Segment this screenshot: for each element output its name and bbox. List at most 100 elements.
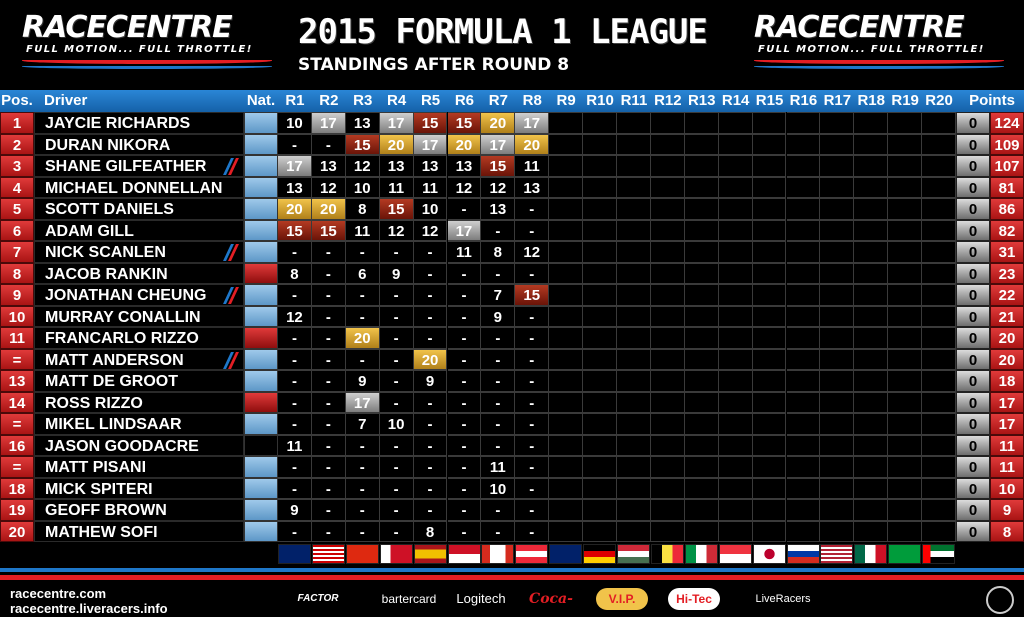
round-result-cell xyxy=(854,241,889,263)
position-cell: 3 xyxy=(0,155,34,177)
round-result-cell: - xyxy=(447,305,482,327)
nationality-cell xyxy=(244,155,278,177)
round-result-cell xyxy=(752,499,787,521)
nationality-cell xyxy=(244,499,278,521)
col-round-18: R18 xyxy=(857,92,885,109)
round-result-cell xyxy=(854,262,889,284)
round-result-cell xyxy=(583,327,617,349)
round-result-cell xyxy=(718,241,753,263)
total-points-cell: 9 xyxy=(990,499,1024,521)
round-result-cell xyxy=(922,284,956,306)
round-result-cell xyxy=(752,348,787,370)
round-result-cell xyxy=(583,391,617,413)
round-result-cell xyxy=(786,241,821,263)
round-result-cell: - xyxy=(481,499,516,521)
round-result-cell xyxy=(583,348,617,370)
round-result-cell xyxy=(752,262,787,284)
round-result-cell xyxy=(786,219,821,241)
round-result-cell: 17 xyxy=(481,133,516,155)
round-result-cell xyxy=(650,305,685,327)
total-points-cell: 11 xyxy=(990,434,1024,456)
dropped-points-cell: 0 xyxy=(956,112,990,134)
round-result-cell xyxy=(650,370,685,392)
round-result-cell xyxy=(684,155,719,177)
round-result-cell xyxy=(617,305,651,327)
position-cell: 2 xyxy=(0,133,34,155)
round-result-cell xyxy=(786,284,821,306)
round-result-cell xyxy=(617,434,651,456)
round-result-cell xyxy=(549,456,584,478)
flag-austria-icon xyxy=(515,544,549,564)
round-result-cell: - xyxy=(515,391,550,413)
round-result-cell xyxy=(650,477,685,499)
round-result-cell xyxy=(718,133,753,155)
dropped-points-cell: 0 xyxy=(956,434,990,456)
round-result-cell: 8 xyxy=(278,262,312,284)
site-link-liveracers[interactable]: racecentre.liveracers.info xyxy=(10,601,168,616)
col-round-9: R9 xyxy=(556,92,576,109)
col-round-7: R7 xyxy=(488,92,508,109)
round-result-cell: 15 xyxy=(345,133,380,155)
round-result-cell xyxy=(786,370,821,392)
round-result-cell xyxy=(583,456,617,478)
round-result-cell xyxy=(820,112,855,134)
table-row: 19 GEOFF BROWN 9- - - - - - -0 9 xyxy=(0,499,1024,521)
driver-name: JACOB RANKIN xyxy=(45,265,168,283)
position-cell: 20 xyxy=(0,520,34,542)
position-cell: 9 xyxy=(0,284,34,306)
round-result-cell xyxy=(684,413,719,435)
round-result-cell xyxy=(718,456,753,478)
site-link-racecentre[interactable]: racecentre.com xyxy=(10,586,107,601)
round-result-cell xyxy=(854,434,889,456)
round-result-cell xyxy=(820,133,855,155)
driver-name-cell: MATT DE GROOT xyxy=(34,370,244,392)
driver-name: MIKEL LINDSAAR xyxy=(45,416,182,433)
driver-name: MURRAY CONALLIN xyxy=(45,308,201,326)
round-result-cell xyxy=(549,155,584,177)
round-result-cell xyxy=(854,284,889,306)
round-result-cell xyxy=(820,456,855,478)
round-result-cell: - xyxy=(413,499,448,521)
dropped-points-cell: 0 xyxy=(956,305,990,327)
round-result-cell: 17 xyxy=(447,219,482,241)
round-result-cell xyxy=(650,434,685,456)
round-result-cell xyxy=(617,413,651,435)
driver-name-cell: ROSS RIZZO xyxy=(34,391,244,413)
round-result-cell xyxy=(820,198,855,220)
round-result-cell: 12 xyxy=(481,176,516,198)
round-result-cell: 11 xyxy=(413,176,448,198)
round-result-cell: 20 xyxy=(447,133,482,155)
round-result-cell xyxy=(854,176,889,198)
round-result-cell xyxy=(854,413,889,435)
table-row: 10 MURRAY CONALLIN 12- - - - -9-0 21 xyxy=(0,305,1024,327)
round-result-cell xyxy=(888,262,923,284)
round-result-cell: - xyxy=(447,413,482,435)
round-result-cell xyxy=(820,348,855,370)
round-result-cell: 17 xyxy=(345,391,380,413)
round-result-cell xyxy=(650,133,685,155)
round-result-cell xyxy=(888,133,923,155)
driver-name: FRANCARLO RIZZO xyxy=(45,330,199,347)
round-result-cell xyxy=(549,241,584,263)
nationality-cell xyxy=(244,262,278,284)
driver-name-cell: JAYCIE RICHARDS xyxy=(34,112,244,134)
round-result-cell: - xyxy=(447,456,482,478)
round-result-cell: 8 xyxy=(481,241,516,263)
logo-stripe-red xyxy=(754,60,1004,64)
dropped-points-cell: 0 xyxy=(956,520,990,542)
round-result-cell xyxy=(922,305,956,327)
round-result-cell: 20 xyxy=(413,348,448,370)
col-round-2: R2 xyxy=(319,92,339,109)
flag-malaysia-icon xyxy=(311,544,345,564)
round-result-cell xyxy=(684,348,719,370)
round-result-cell: 13 xyxy=(481,198,516,220)
driver-name: MATT ANDERSON xyxy=(45,351,184,369)
round-result-cell: - xyxy=(447,348,482,370)
round-result-cell xyxy=(617,133,651,155)
round-result-cell: - xyxy=(447,370,482,392)
round-result-cell xyxy=(617,391,651,413)
round-result-cell: - xyxy=(311,370,346,392)
total-points-cell: 124 xyxy=(990,112,1024,134)
round-result-cell xyxy=(752,391,787,413)
nationality-cell xyxy=(244,520,278,542)
